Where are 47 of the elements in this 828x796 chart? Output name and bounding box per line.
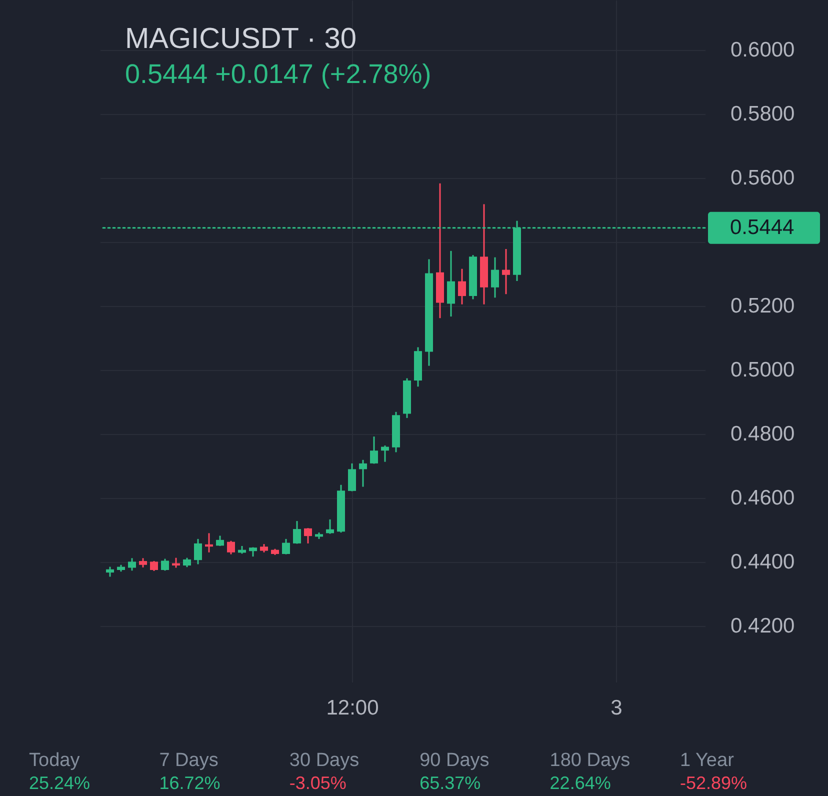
y-tick-label: 0.4400 [730,550,795,574]
category-label: 1 Year [680,750,735,771]
x-tick-label: 3 [610,696,622,720]
candlestick [348,462,356,492]
text: 16.72% [159,773,220,793]
candlestick [370,436,378,464]
candlestick [458,268,466,306]
y-tick-label: 0.5800 [730,102,795,126]
candlestick [227,540,235,556]
text: -52.89% [680,773,748,793]
text: 25.24% [29,773,90,793]
y-tick-label: 0.4600 [730,486,795,510]
candlestick [194,538,202,565]
candlestick [491,256,499,298]
y-tick-label: 0.4800 [730,422,795,446]
candlestick [293,520,301,544]
text: -3.05% [289,773,346,793]
y-tick-label: 0.5200 [730,294,795,318]
x-tick-label: 12:00 [326,696,379,720]
candlestick [326,518,334,535]
y-tick-label: 0.5600 [730,166,795,190]
category-label: 180 Days [550,750,630,771]
candlestick [183,557,191,568]
candlestick [216,534,224,547]
candlestick [150,560,158,572]
text: MAGICUSDT · 30 [125,23,357,55]
candlestick [381,444,389,463]
candlestick [161,558,169,572]
text: 65.37% [420,773,481,793]
candlestick [282,538,290,556]
ref-line-label: 0.5444 [730,216,795,239]
candlestick [304,527,312,544]
y-tick-label: 0.4200 [730,614,795,638]
text: 22.64% [550,773,611,793]
candlestick [139,557,147,568]
y-tick-label: 0.5000 [730,358,795,382]
candlestick [502,248,510,295]
candlestick [106,566,114,578]
candlestick [128,557,136,572]
category-label: 90 Days [420,750,490,771]
category-label: Today [29,750,80,771]
candlestick [447,250,455,318]
y-tick-label: 0.6000 [730,38,795,62]
text: 0.5444 +0.0147 (+2.78%) [125,59,432,89]
category-label: 7 Days [159,750,218,771]
category-label: 30 Days [289,750,360,771]
candlestick [359,459,367,488]
